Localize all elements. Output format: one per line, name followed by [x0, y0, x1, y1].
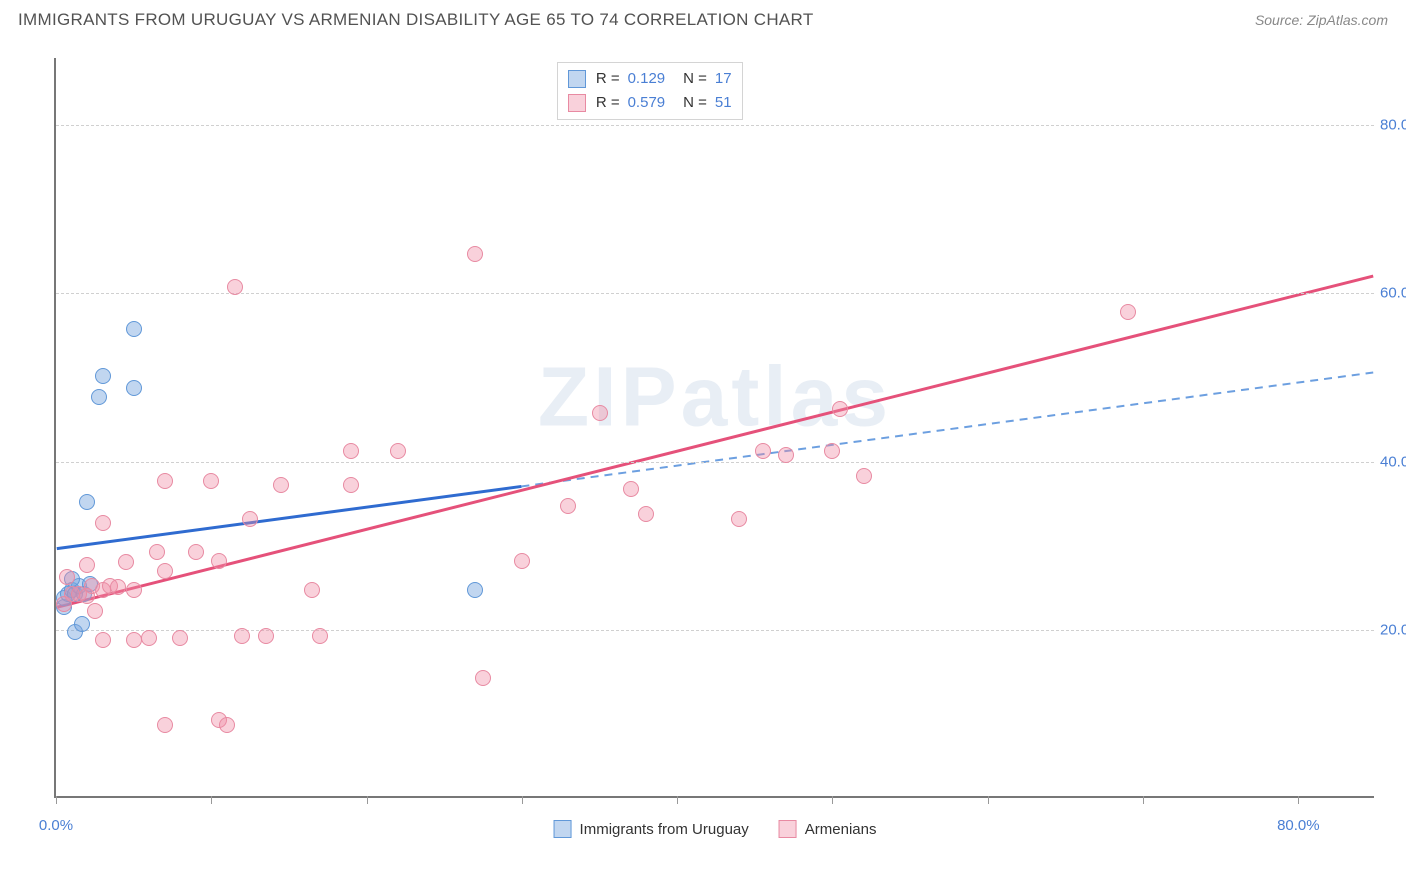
x-tick-mark	[1143, 796, 1144, 804]
data-point	[234, 628, 250, 644]
data-point	[755, 443, 771, 459]
data-point	[623, 481, 639, 497]
data-point	[211, 553, 227, 569]
data-point	[638, 506, 654, 522]
series-1-swatch	[568, 70, 586, 88]
correlation-row-2: R = 0.579 N = 51	[568, 91, 732, 115]
chart-header: IMMIGRANTS FROM URUGUAY VS ARMENIAN DISA…	[0, 0, 1406, 36]
data-point	[592, 405, 608, 421]
data-point	[832, 401, 848, 417]
data-point	[343, 477, 359, 493]
data-point	[126, 321, 142, 337]
data-point	[157, 473, 173, 489]
series-2-r-value: 0.579	[628, 91, 666, 115]
data-point	[824, 443, 840, 459]
data-point	[312, 628, 328, 644]
x-tick-label: 0.0%	[39, 817, 73, 834]
data-point	[95, 368, 111, 384]
series-1-r-value: 0.129	[628, 67, 666, 91]
x-tick-mark	[522, 796, 523, 804]
series-2-swatch	[779, 820, 797, 838]
chart-container: Disability Age 65 to 74 ZIPatlas R = 0.1…	[18, 44, 1388, 874]
data-point	[258, 628, 274, 644]
watermark-text: ZIPatlas	[538, 349, 892, 446]
data-point	[95, 632, 111, 648]
chart-title: IMMIGRANTS FROM URUGUAY VS ARMENIAN DISA…	[18, 10, 814, 30]
series-2-swatch	[568, 94, 586, 112]
data-point	[188, 544, 204, 560]
data-point	[59, 569, 75, 585]
series-2-name: Armenians	[805, 821, 877, 838]
n-label: N =	[683, 67, 707, 91]
x-tick-mark	[677, 796, 678, 804]
legend-item-2: Armenians	[779, 820, 877, 838]
data-point	[219, 717, 235, 733]
x-tick-mark	[211, 796, 212, 804]
data-point	[157, 563, 173, 579]
data-point	[157, 717, 173, 733]
data-point	[242, 511, 258, 527]
data-point	[778, 447, 794, 463]
correlation-row-1: R = 0.129 N = 17	[568, 67, 732, 91]
y-tick-label: 60.0%	[1380, 285, 1406, 302]
data-point	[304, 582, 320, 598]
data-point	[227, 279, 243, 295]
data-point	[91, 389, 107, 405]
data-point	[731, 511, 747, 527]
correlation-legend: R = 0.129 N = 17 R = 0.579 N = 51	[557, 62, 743, 120]
grid-line	[56, 125, 1374, 126]
data-point	[203, 473, 219, 489]
series-1-n-value: 17	[715, 67, 732, 91]
x-tick-label: 80.0%	[1277, 817, 1320, 834]
data-point	[118, 554, 134, 570]
grid-line	[56, 462, 1374, 463]
y-tick-label: 80.0%	[1380, 117, 1406, 134]
n-label: N =	[683, 91, 707, 115]
data-point	[1120, 304, 1136, 320]
data-point	[79, 557, 95, 573]
x-tick-mark	[56, 796, 57, 804]
y-tick-label: 40.0%	[1380, 453, 1406, 470]
series-1-swatch	[554, 820, 572, 838]
series-2-n-value: 51	[715, 91, 732, 115]
trend-lines-layer	[56, 58, 1374, 796]
data-point	[273, 477, 289, 493]
y-tick-label: 20.0%	[1380, 621, 1406, 638]
grid-line	[56, 293, 1374, 294]
data-point	[467, 582, 483, 598]
data-point	[343, 443, 359, 459]
data-point	[79, 494, 95, 510]
data-point	[141, 630, 157, 646]
chart-source: Source: ZipAtlas.com	[1255, 12, 1388, 28]
r-label: R =	[596, 91, 620, 115]
x-tick-mark	[1298, 796, 1299, 804]
data-point	[856, 468, 872, 484]
legend-item-1: Immigrants from Uruguay	[554, 820, 749, 838]
plot-area: ZIPatlas R = 0.129 N = 17 R = 0.579 N = …	[54, 58, 1374, 798]
data-point	[126, 582, 142, 598]
data-point	[467, 246, 483, 262]
data-point	[390, 443, 406, 459]
series-1-name: Immigrants from Uruguay	[580, 821, 749, 838]
x-tick-mark	[832, 796, 833, 804]
data-point	[149, 544, 165, 560]
data-point	[74, 616, 90, 632]
data-point	[95, 515, 111, 531]
data-point	[172, 630, 188, 646]
r-label: R =	[596, 67, 620, 91]
data-point	[126, 380, 142, 396]
data-point	[560, 498, 576, 514]
data-point	[514, 553, 530, 569]
x-tick-mark	[367, 796, 368, 804]
series-legend: Immigrants from Uruguay Armenians	[554, 820, 877, 838]
data-point	[87, 603, 103, 619]
data-point	[110, 579, 126, 595]
data-point	[126, 632, 142, 648]
x-tick-mark	[988, 796, 989, 804]
data-point	[475, 670, 491, 686]
grid-line	[56, 630, 1374, 631]
